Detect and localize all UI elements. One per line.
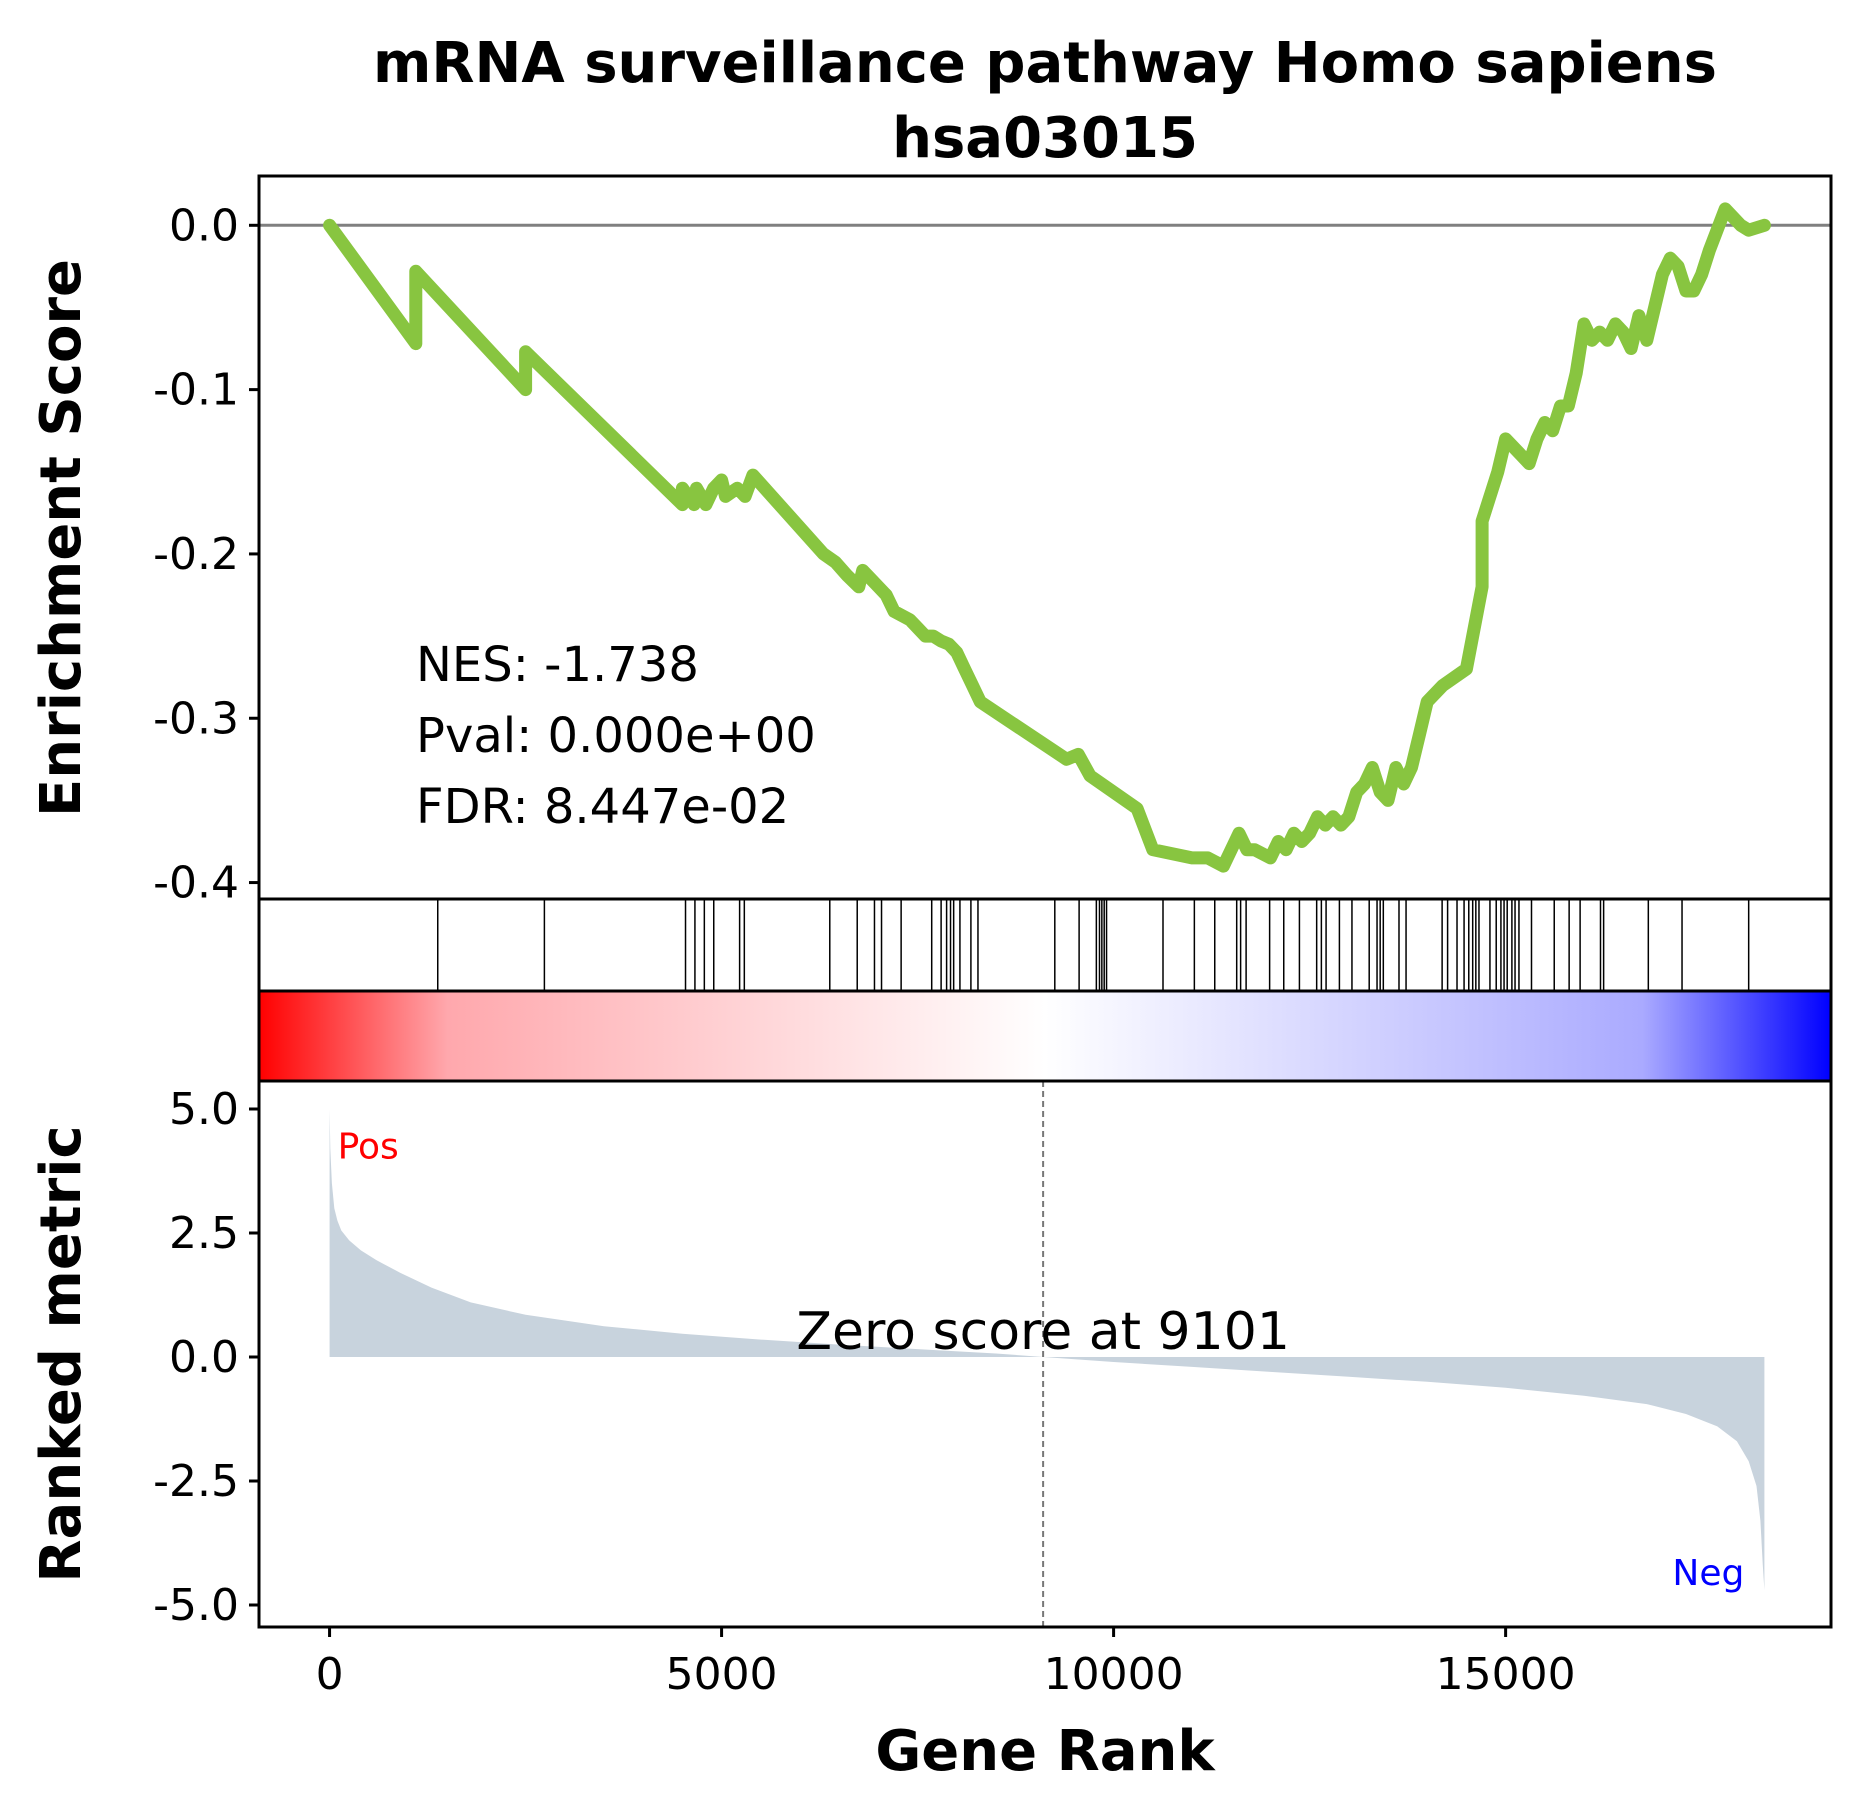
nes-annotation: NES: -1.738 [416,637,699,693]
x-axis-ticks: 0 5000 10000 15000 [316,1627,1576,1700]
es-tick-label: -0.1 [153,365,239,416]
es-tick-label: -0.3 [153,693,239,744]
enrichment-y-axis-label: Enrichment Score [29,259,94,817]
neg-label: Neg [1672,1553,1744,1594]
rank-colorbar [257,989,1833,1083]
chart-subtitle: hsa03015 [892,106,1198,171]
hit-marks-panel [257,897,1833,993]
rm-tick-label: 2.5 [169,1208,239,1259]
enrichment-score-line [323,202,1771,873]
ranked-metric-y-ticks: 5.0 2.5 0.0 -2.5 -5.0 [153,1084,259,1631]
rm-tick-label: 0.0 [169,1332,239,1383]
ranked-metric-area [329,1109,1765,1591]
fdr-annotation: FDR: 8.447e-02 [416,779,789,835]
enrichment-score-panel: 0.0 -0.1 -0.2 -0.3 -0.4 NES: -1.738 Pval: 0.… [153,174,1833,909]
rm-tick-label: 5.0 [169,1084,239,1135]
x-tick-label: 10000 [1044,1649,1184,1700]
rm-tick-label: -5.0 [153,1580,239,1631]
x-tick-label: 0 [316,1649,344,1700]
zero-score-label: Zero score at 9101 [796,1302,1290,1362]
pos-label: Pos [338,1127,399,1168]
x-tick-label: 5000 [666,1649,778,1700]
es-tick-label: -0.4 [153,858,239,909]
es-tick-label: 0.0 [169,200,239,251]
hit-marks-frame [257,897,1833,993]
ranked-metric-frame [257,1079,1833,1629]
x-tick-label: 15000 [1436,1649,1576,1700]
gene-hit-marks [437,899,1750,991]
x-axis-label: Gene Rank [875,1719,1216,1784]
pval-annotation: Pval: 0.000e+00 [416,708,816,764]
rm-tick-label: -2.5 [153,1456,239,1507]
enrichment-y-ticks: 0.0 -0.1 -0.2 -0.3 -0.4 [153,200,259,909]
ranked-metric-y-axis-label: Ranked metric [29,1125,94,1582]
ranked-metric-panel: Zero score at 9101 Pos Neg 5.0 2.5 0.0 -2.5… [153,1079,1833,1631]
chart-title: mRNA surveillance pathway Homo sapiens [373,31,1717,96]
es-tick-label: -0.2 [153,529,239,580]
